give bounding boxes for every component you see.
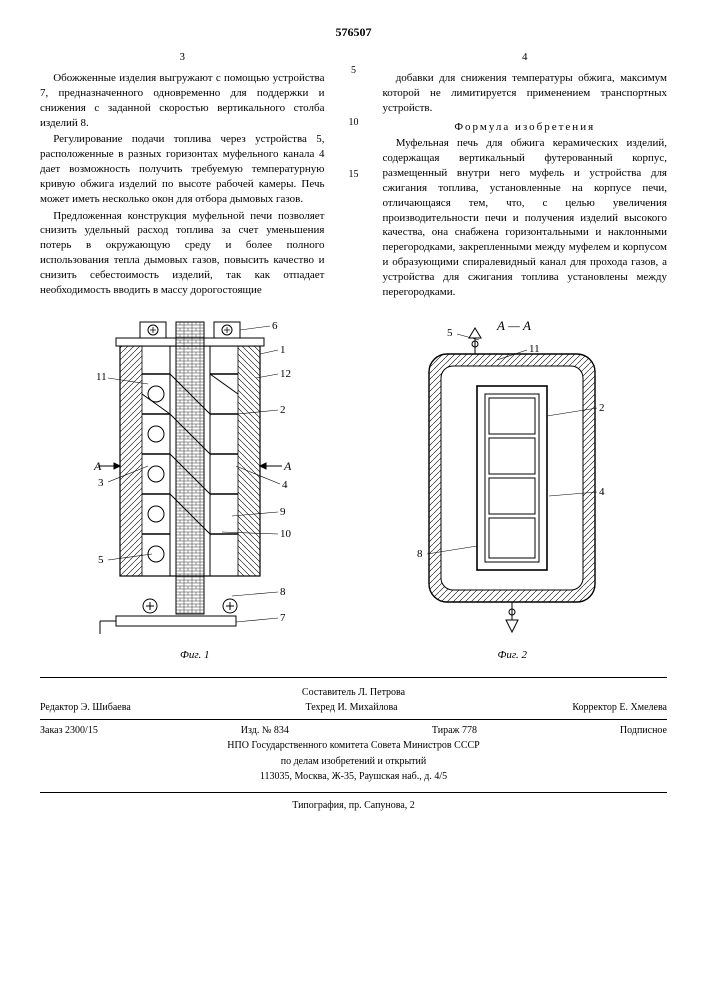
addr: 113035, Москва, Ж-35, Раушская наб., д. …	[40, 770, 667, 784]
text-columns: 3 Обожженные изделия выгружают с помощью…	[40, 50, 667, 302]
section-title: А — А	[496, 318, 531, 333]
svg-text:3: 3	[98, 477, 104, 489]
figure-2: А — А	[397, 316, 627, 663]
fig2-caption: Фиг. 2	[397, 648, 627, 663]
svg-text:9: 9	[280, 506, 286, 518]
left-p2: Регулирование подачи топлива через устро…	[40, 132, 325, 206]
svg-text:8: 8	[280, 586, 286, 598]
sub: Подписное	[620, 724, 667, 738]
svg-text:5: 5	[98, 554, 104, 566]
colophon: Составитель Л. Петрова Редактор Э. Шибае…	[40, 677, 667, 793]
fig1-caption: Фиг. 1	[80, 648, 310, 663]
section-mark-A-left: A	[93, 459, 102, 473]
tirazh: Тираж 778	[432, 724, 477, 738]
col-num-right: 4	[383, 50, 668, 65]
corrector: Корректор Е. Хмелева	[572, 701, 667, 715]
right-p1: добавки для снижения температуры обжига,…	[383, 71, 668, 116]
patent-number: 576507	[40, 24, 667, 40]
svg-text:5: 5	[447, 327, 453, 339]
techred: Техред И. Михайлова	[306, 701, 398, 715]
formula-heading: Формула изобретения	[383, 120, 668, 135]
lineno: 15	[349, 168, 359, 182]
left-column: 3 Обожженные изделия выгружают с помощью…	[40, 50, 325, 302]
col-num-left: 3	[40, 50, 325, 65]
svg-text:4: 4	[282, 479, 288, 491]
org1: НПО Государственного комитета Совета Мин…	[40, 739, 667, 753]
lineno: 5	[351, 64, 356, 78]
right-p2: Муфельная печь для обжига керамических и…	[383, 136, 668, 299]
svg-text:7: 7	[280, 612, 286, 624]
figure-1: A A 6 1 12 2 4 9 10 8 7 11 3 5	[80, 316, 310, 663]
order: Заказ 2300/15	[40, 724, 98, 738]
svg-text:2: 2	[599, 402, 605, 414]
editor: Редактор Э. Шибаева	[40, 701, 131, 715]
svg-text:1: 1	[280, 344, 286, 356]
org2: по делам изобретений и открытий	[40, 755, 667, 769]
svg-text:11: 11	[529, 343, 540, 355]
left-p3: Предложенная конструкция муфельной печи …	[40, 209, 325, 298]
left-p1: Обожженные изделия выгружают с помощью у…	[40, 71, 325, 130]
svg-text:12: 12	[280, 368, 291, 380]
svg-text:4: 4	[599, 486, 605, 498]
section-mark-A-right: A	[283, 459, 292, 473]
svg-text:10: 10	[280, 528, 292, 540]
izd: Изд. № 834	[241, 724, 289, 738]
svg-text:2: 2	[280, 404, 286, 416]
svg-text:6: 6	[272, 320, 278, 332]
right-column: 4 добавки для снижения температуры обжиг…	[383, 50, 668, 302]
footer: Типография, пр. Сапунова, 2	[40, 799, 667, 813]
svg-text:11: 11	[96, 371, 107, 383]
svg-text:8: 8	[417, 548, 423, 560]
lineno: 10	[349, 116, 359, 130]
figures-row: A A 6 1 12 2 4 9 10 8 7 11 3 5	[40, 316, 667, 663]
line-numbers: 5 10 15	[345, 50, 363, 302]
compiler: Составитель Л. Петрова	[40, 686, 667, 700]
